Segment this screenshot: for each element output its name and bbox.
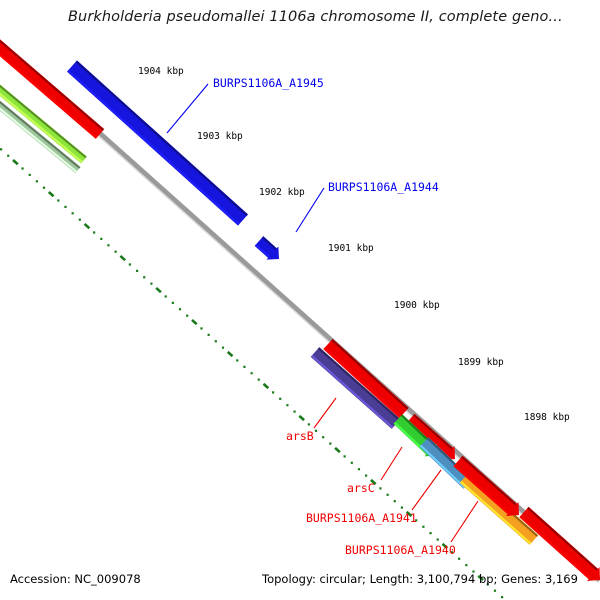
gene-feature[interactable] (519, 506, 600, 581)
gene-feature[interactable] (0, 73, 81, 174)
feature-annotation-label[interactable]: BURPS1106A_A1945 (213, 76, 324, 90)
ruler-tick-label: 1904 kbp (138, 66, 184, 77)
gene-feature[interactable] (310, 347, 401, 429)
accession-text: Accession: NC_009078 (10, 572, 141, 586)
feature-annotation-label[interactable]: arsC (347, 481, 375, 495)
feature-annotation-label[interactable]: BURPS1106A_A1941 (306, 511, 417, 525)
gene-features[interactable] (0, 17, 600, 581)
gene-feature[interactable] (254, 236, 279, 260)
genome-summary-text: Topology: circular; Length: 3,100,794 bp… (262, 572, 578, 586)
ruler-tick-label: 1902 kbp (259, 187, 305, 198)
ruler-tick-marks (0, 148, 504, 599)
feature-annotation-label[interactable]: BURPS1106A_A1940 (345, 543, 456, 557)
feature-annotation-label[interactable]: arsB (286, 429, 314, 443)
gene-feature[interactable] (66, 60, 249, 226)
gene-feature[interactable] (0, 17, 105, 139)
genome-axis (0, 40, 600, 583)
ruler-tick-label: 1899 kbp (458, 357, 504, 368)
ruler-tick-label: 1903 kbp (197, 131, 243, 142)
feature-annotation-label[interactable]: BURPS1106A_A1944 (328, 180, 439, 194)
gene-feature[interactable] (459, 473, 539, 545)
ruler-tick-label: 1901 kbp (328, 243, 374, 254)
gene-feature[interactable] (323, 338, 409, 419)
ruler-tick-label: 1900 kbp (394, 300, 440, 311)
status-bar: Accession: NC_009078 Topology: circular;… (0, 566, 600, 600)
ruler-tick-label: 1898 kbp (524, 412, 570, 423)
gene-feature[interactable] (453, 455, 519, 517)
gene-feature[interactable] (0, 59, 87, 164)
annotation-leader-lines (166, 83, 479, 543)
